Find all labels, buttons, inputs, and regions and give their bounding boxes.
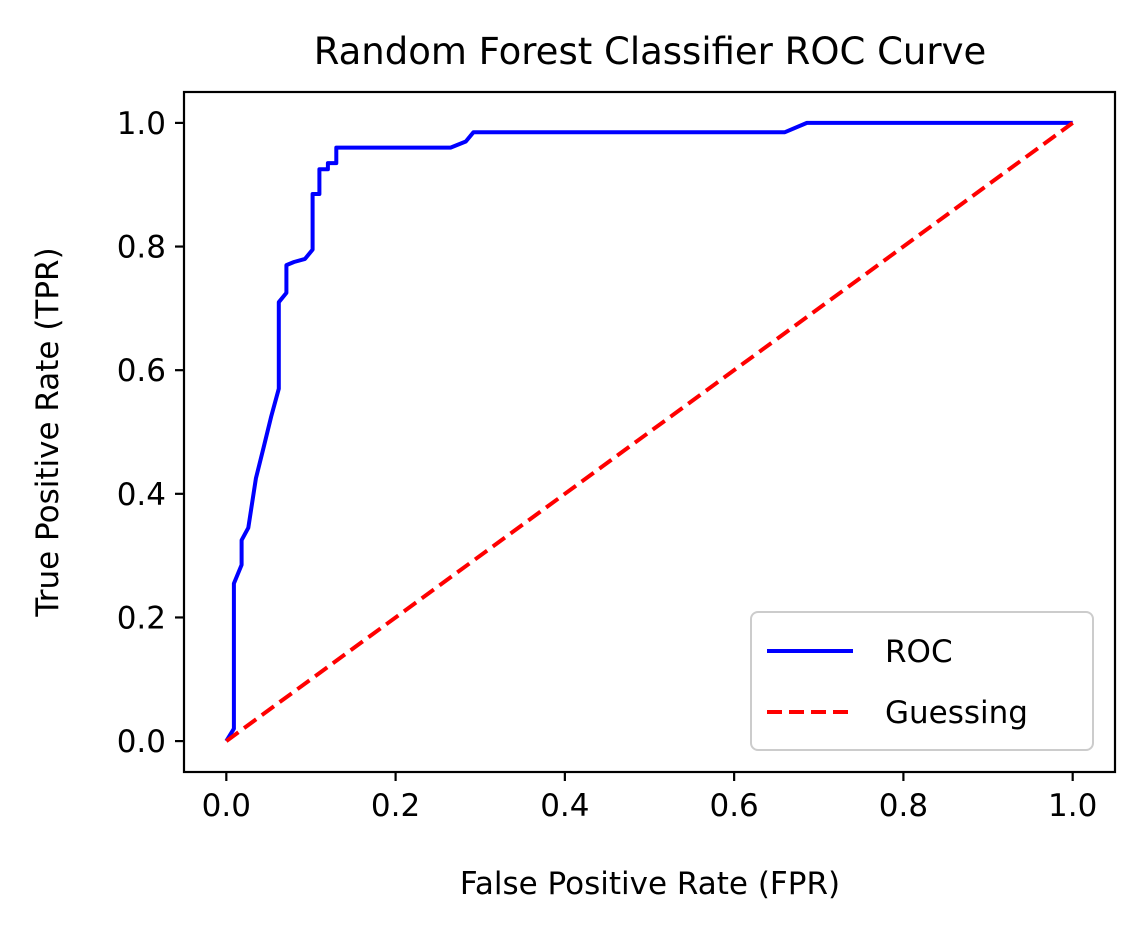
x-axis-label: False Positive Rate (FPR) [460,866,840,902]
chart-title: Random Forest Classifier ROC Curve [314,30,987,73]
legend-label-guessing: Guessing [885,695,1028,731]
y-tick-label: 0.0 [117,724,166,760]
x-tick-label: 0.6 [709,788,758,824]
legend-label-roc: ROC [885,634,953,670]
y-tick-label: 0.4 [117,477,166,513]
legend: ROC Guessing [750,611,1094,751]
x-tick-label: 0.8 [879,788,928,824]
axes-frame [182,90,1117,774]
y-tick-label: 0.6 [117,353,166,389]
plot-area: 0.0 0.2 0.4 0.6 0.8 1.0 0.0 0.2 0.4 0.6 0.8 1.0 [117,90,1117,824]
y-tick-label: 0.8 [117,230,166,266]
legend-box [750,611,1094,751]
y-tick-label: 1.0 [117,106,166,142]
x-tick-label: 0.2 [371,788,420,824]
series-line-roc [224,120,1073,743]
y-tick-label: 0.2 [117,600,166,636]
x-tick-label: 0.4 [540,788,589,824]
x-tick-label: 1.0 [1048,788,1097,824]
y-axis-label: True Positive Rate (TPR) [30,247,66,617]
x-tick-label: 0.0 [202,788,251,824]
